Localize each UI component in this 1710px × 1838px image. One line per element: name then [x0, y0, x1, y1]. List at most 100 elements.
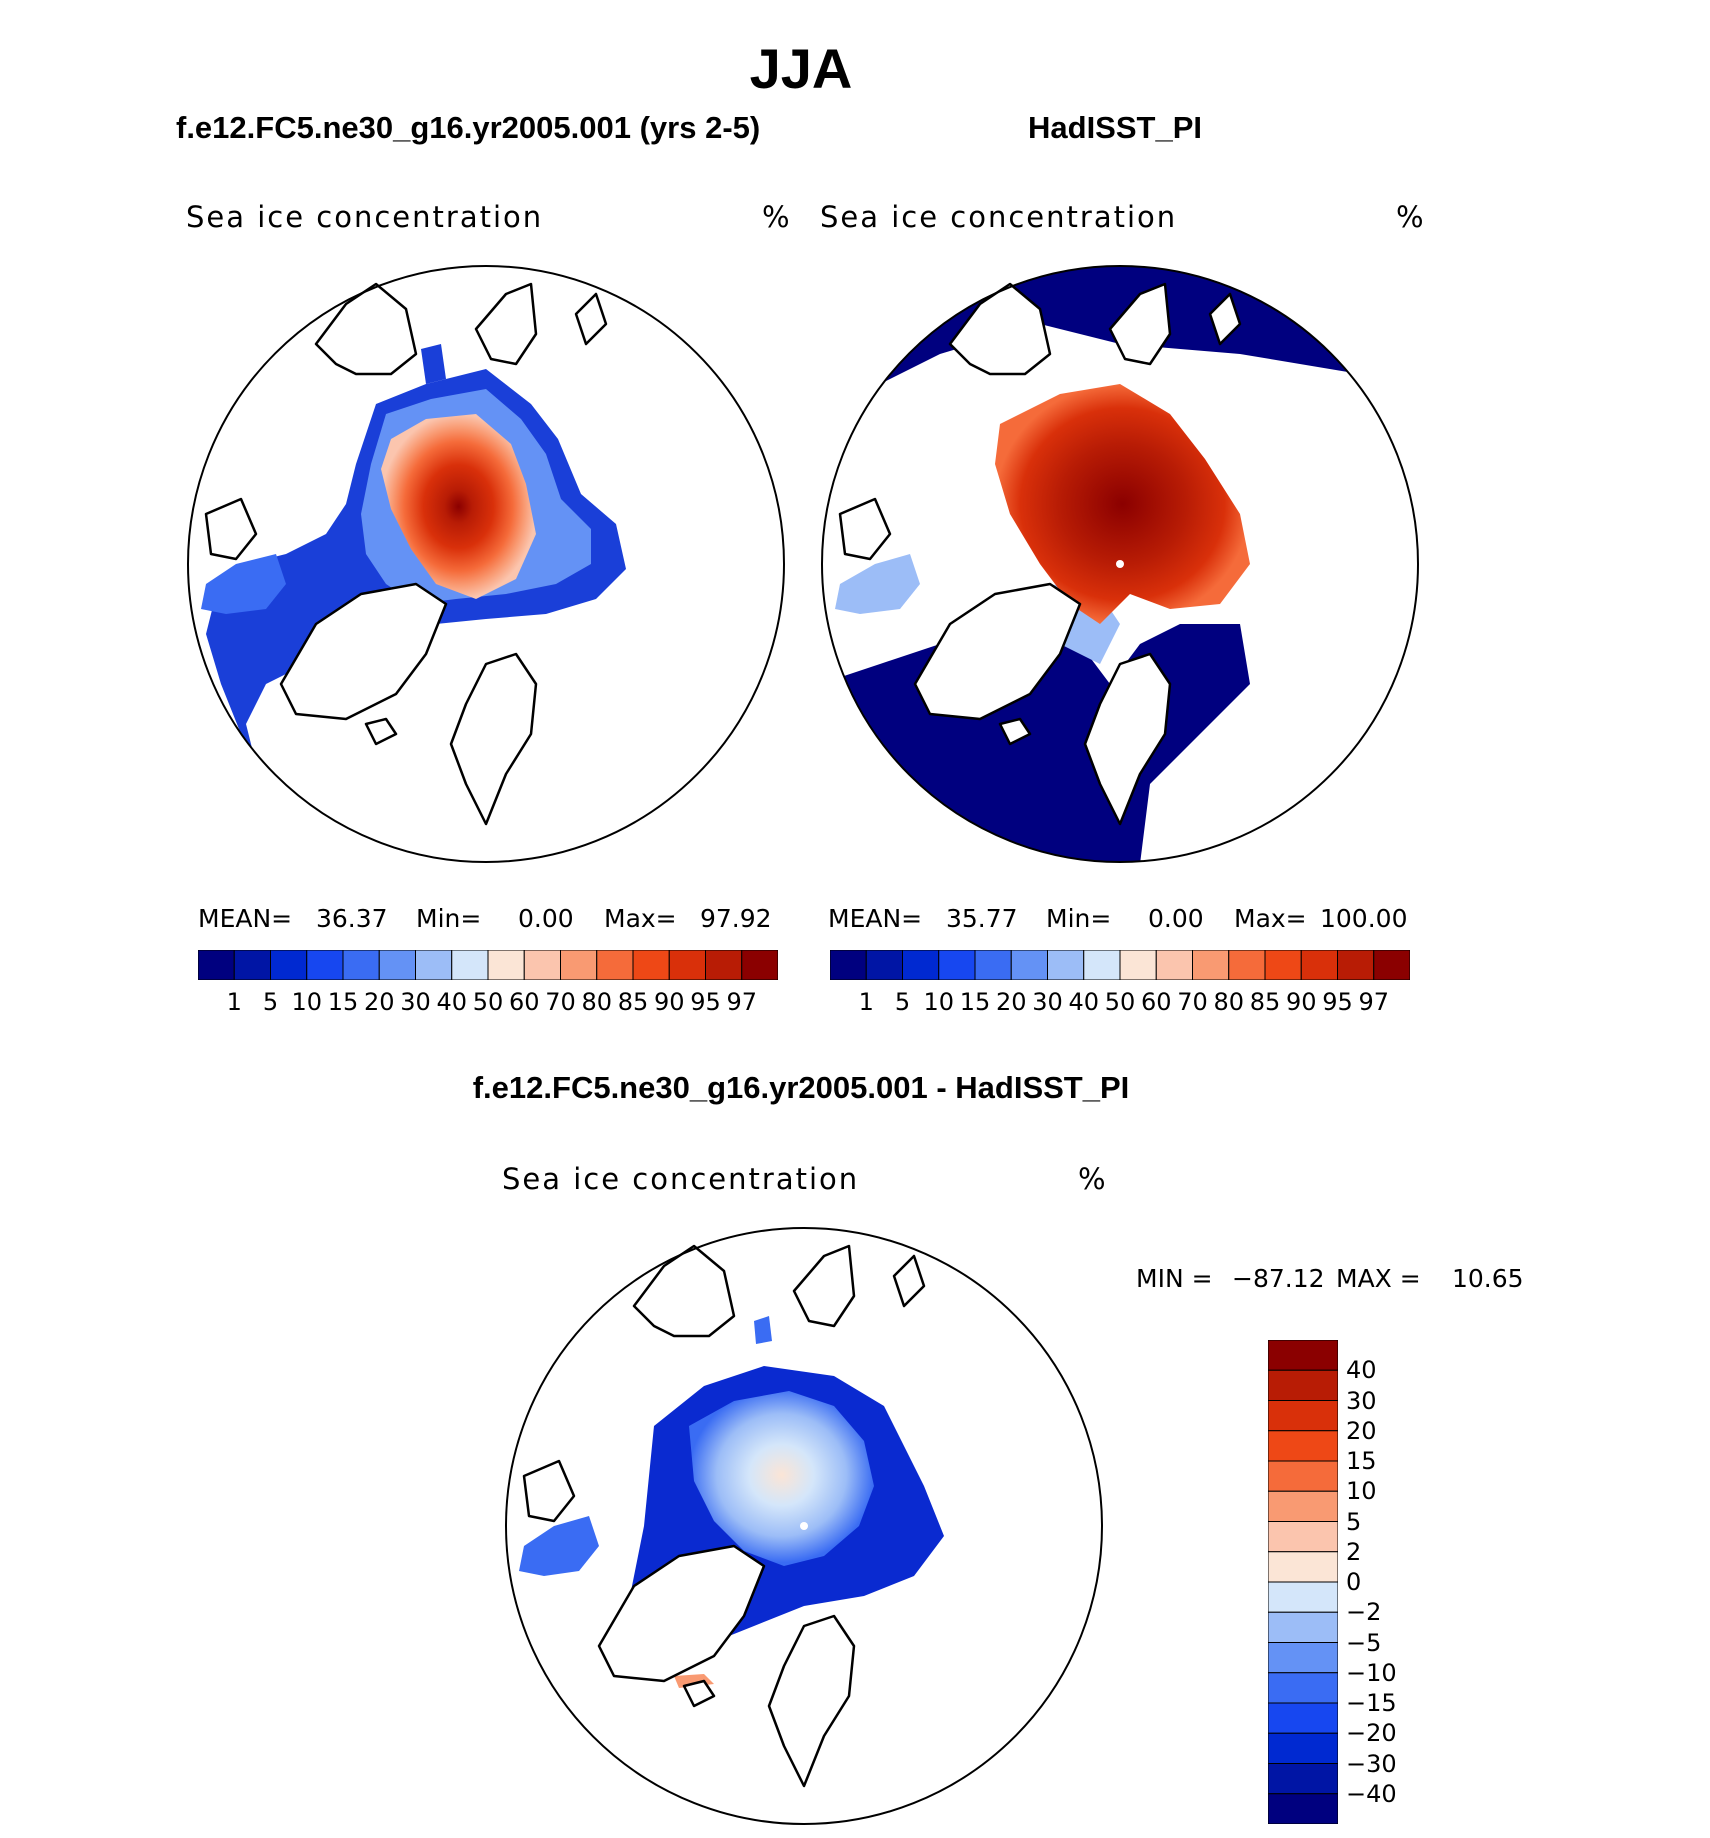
panel3-colorbar-tick-label: 15 — [1346, 1447, 1377, 1475]
panel1-colorbar-tick-label: 60 — [508, 988, 540, 1016]
panel3-greenland — [597, 1544, 766, 1683]
panel1-colorbar-tick-label: 95 — [690, 988, 721, 1016]
panel2-colorbar-swatch — [1010, 950, 1048, 980]
panel3-colorbar-tick-label: −5 — [1346, 1628, 1382, 1657]
panel1-min-value: 0.00 — [518, 904, 574, 933]
panel1-colorbar-tick-label: 15 — [327, 988, 359, 1016]
panel2-greenland — [913, 582, 1082, 721]
panel1-colorbar-swatch — [487, 950, 525, 980]
panel2-hudson-coast — [838, 497, 892, 561]
panel3-colorbar-tick-label: −10 — [1346, 1658, 1397, 1687]
panel3-colorbar-swatch — [1268, 1672, 1338, 1704]
panel2-colorbar-tick-label: 15 — [959, 988, 991, 1016]
panel2-mean-label: MEAN= — [828, 904, 923, 933]
panel2-colorbar-swatch — [1047, 950, 1085, 980]
panel3-colorbar-swatch — [1268, 1702, 1338, 1734]
panel1-title: f.e12.FC5.ne30_g16.yr2005.001 (yrs 2-5) — [176, 110, 761, 145]
panel2-kamchatka — [1208, 292, 1242, 346]
panel3-colorbar-swatch — [1268, 1581, 1338, 1613]
panel3-hudson-coast — [522, 1459, 576, 1523]
panel1-max-value: 97.92 — [700, 904, 772, 933]
panel3-colorbar-tick-label: −15 — [1346, 1689, 1397, 1717]
panel2-ice-high-region — [995, 384, 1250, 624]
panel1-kamchatka — [574, 292, 608, 346]
panel3-colorbar-swatch — [1268, 1551, 1338, 1583]
panel3-colorbar — [1268, 1340, 1338, 1824]
panel1-alaska-coast — [314, 282, 418, 376]
panel2-colorbar-tick-label: 97 — [1358, 988, 1390, 1016]
panel1-colorbar-tick-label: 1 — [226, 988, 242, 1016]
panel1-colorbar-tick-label: 20 — [363, 988, 395, 1016]
panel2-colorbar-tick-label: 30 — [1032, 988, 1063, 1016]
panel3-neg-light — [689, 1391, 874, 1566]
panel3-colorbar-tick-label: −20 — [1346, 1719, 1397, 1748]
panel2-colorbar-swatch — [902, 950, 940, 980]
panel1-colorbar-tick-label: 30 — [400, 988, 431, 1016]
panel3-colorbar-tick-label: 0 — [1346, 1568, 1362, 1596]
panel3-colorbar-tick-label: −30 — [1346, 1749, 1397, 1778]
panel3-variable: Sea ice concentration — [502, 1162, 860, 1196]
panel1-mean-label: MEAN= — [198, 904, 293, 933]
panel1-colorbar-labels: 1 5 10 15 20 30 40 50 60 70 80 85 90 95 97 — [198, 988, 778, 1018]
panel2-colorbar-swatch — [1373, 950, 1410, 980]
panel1-colorbar-swatch — [632, 950, 670, 980]
panel1-colorbar-tick-label: 10 — [291, 988, 323, 1016]
panel1-colorbar — [198, 950, 778, 980]
panel3-bering-anomaly — [754, 1316, 772, 1344]
panel1-colorbar-swatch — [342, 950, 380, 980]
panel2-colorbar-tick-label: 10 — [923, 988, 955, 1016]
panel3-colorbar-swatch — [1268, 1763, 1338, 1795]
panel2-alaska-coast — [948, 282, 1052, 376]
panel2-colorbar-swatch — [1337, 950, 1375, 980]
panel2-colorbar-tick-label: 85 — [1249, 988, 1281, 1016]
panel2-colorbar-swatch — [1264, 950, 1302, 980]
panel2-min-value: 0.00 — [1148, 904, 1204, 933]
panel2-colorbar-swatch — [1300, 950, 1338, 980]
panel3-max-value: 10.65 — [1452, 1264, 1524, 1293]
panel2-colorbar-labels: 1 5 10 15 20 30 40 50 60 70 80 85 90 95 97 — [830, 988, 1410, 1018]
panel3-units: % — [1078, 1162, 1108, 1196]
panel1-units: % — [762, 200, 792, 234]
panel2-iceland — [998, 717, 1032, 746]
panel3-min-label: MIN = — [1136, 1264, 1213, 1293]
panel2-chukotka — [1108, 282, 1172, 366]
panel3-scandinavia — [767, 1614, 856, 1788]
panel2-colorbar-swatch — [1083, 950, 1121, 980]
panel3-colorbar-swatch — [1268, 1732, 1338, 1764]
panel1-colorbar-swatch — [560, 950, 598, 980]
panel3-colorbar-tick-label: 5 — [1346, 1507, 1362, 1536]
panel1-chukotka — [474, 282, 538, 366]
panel2-colorbar-swatch — [974, 950, 1012, 980]
panel1-colorbar-tick-label: 50 — [472, 988, 504, 1016]
panel1-colorbar-swatch — [378, 950, 416, 980]
panel3-colorbar-swatch — [1268, 1642, 1338, 1674]
panel1-colorbar-tick-label: 97 — [726, 988, 758, 1016]
panel2-colorbar-tick-label: 50 — [1104, 988, 1136, 1016]
panel1-colorbar-swatch — [306, 950, 344, 980]
panel1-min-label: Min= — [416, 904, 482, 933]
panel2-colorbar-swatch — [1192, 950, 1230, 980]
panel1-greenland — [279, 582, 448, 721]
panel2-colorbar-swatch — [865, 950, 903, 980]
panel2-colorbar-tick-label: 70 — [1177, 988, 1208, 1016]
panel1-iceland — [364, 717, 398, 746]
panel1-colorbar-swatch — [270, 950, 308, 980]
figure-title: JJA — [749, 37, 853, 100]
panel3-colorbar-swatch — [1268, 1793, 1338, 1824]
panel2-colorbar-tick-label: 40 — [1068, 988, 1100, 1016]
panel2-colorbar-swatch — [1119, 950, 1157, 980]
panel2-max-value: 100.00 — [1320, 904, 1408, 933]
panel2-colorbar-tick-label: 1 — [858, 988, 874, 1016]
panel2-max-label: Max= — [1234, 904, 1307, 933]
panel2-colorbar-tick-label: 5 — [894, 988, 911, 1016]
panel2-colorbar-tick-label: 20 — [995, 988, 1027, 1016]
panel2-colorbar — [830, 950, 1410, 980]
panel3-chukotka — [792, 1244, 856, 1328]
panel2-polar-map — [821, 265, 1419, 863]
panel3-colorbar-swatch — [1268, 1400, 1338, 1432]
panel1-colorbar-swatch — [668, 950, 706, 980]
panel3-colorbar-tick-label: −40 — [1346, 1779, 1397, 1808]
panel3-colorbar-tick-label: 30 — [1346, 1386, 1377, 1415]
panel1-colorbar-swatch — [451, 950, 489, 980]
panel1-polar-map — [187, 265, 785, 863]
